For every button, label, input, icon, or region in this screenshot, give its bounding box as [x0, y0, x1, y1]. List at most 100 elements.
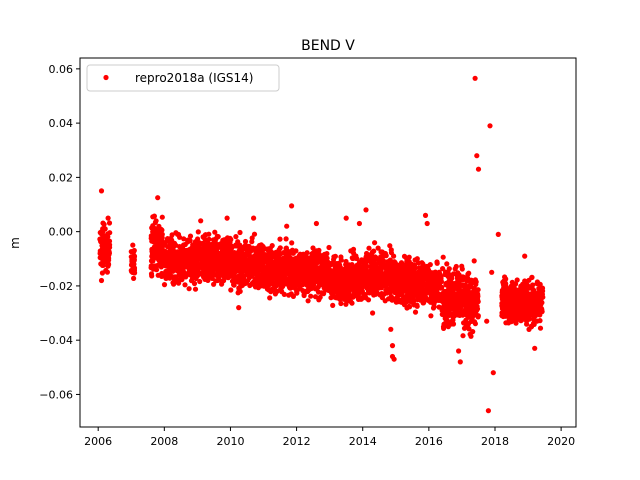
data-point — [131, 275, 137, 281]
data-point — [309, 251, 315, 257]
data-point — [284, 267, 290, 273]
data-point — [368, 259, 374, 265]
data-point — [150, 230, 156, 236]
data-point — [472, 75, 478, 81]
data-point — [397, 278, 403, 285]
data-point — [131, 247, 137, 254]
data-point — [213, 278, 219, 284]
data-point — [339, 271, 346, 278]
data-point — [280, 270, 286, 277]
data-point — [440, 254, 446, 260]
data-point — [343, 215, 349, 221]
data-point — [231, 282, 237, 288]
data-point — [356, 220, 362, 227]
legend-marker — [103, 74, 109, 81]
y-tick-label: 0.00 — [49, 226, 74, 239]
data-point — [228, 236, 234, 243]
data-point — [196, 261, 202, 268]
data-point — [531, 316, 537, 323]
data-point — [129, 268, 135, 275]
data-point — [219, 260, 226, 267]
data-point — [344, 298, 350, 304]
data-point — [107, 242, 113, 248]
data-point — [393, 299, 399, 305]
data-point — [415, 260, 421, 266]
data-point — [107, 230, 113, 236]
data-point — [306, 264, 312, 270]
data-point — [377, 271, 383, 277]
y-axis-label: m — [8, 237, 22, 249]
data-point — [280, 261, 286, 267]
data-point — [512, 312, 518, 318]
data-point — [369, 266, 375, 273]
data-point — [388, 326, 394, 332]
data-point — [181, 236, 187, 242]
data-point — [290, 293, 296, 299]
data-point — [427, 284, 433, 290]
data-point — [426, 298, 432, 304]
data-point — [455, 270, 461, 276]
data-point — [428, 272, 434, 278]
data-point — [508, 296, 514, 302]
data-point — [313, 258, 320, 264]
data-point — [130, 242, 136, 248]
data-point — [459, 266, 465, 272]
data-point — [181, 252, 187, 258]
data-point — [452, 305, 458, 311]
data-point — [455, 274, 461, 281]
data-point — [319, 265, 326, 272]
data-point — [500, 296, 506, 302]
data-point — [205, 256, 211, 262]
data-point — [255, 252, 261, 258]
data-point — [224, 215, 230, 221]
data-point — [380, 276, 386, 282]
data-point — [195, 267, 201, 273]
data-point — [489, 269, 495, 275]
data-point — [191, 280, 198, 287]
data-point — [290, 263, 296, 269]
data-point — [419, 269, 426, 276]
data-point — [247, 282, 253, 289]
data-point — [525, 308, 531, 314]
data-point — [341, 282, 347, 289]
data-point — [163, 272, 169, 278]
y-tick-label: 0.06 — [49, 63, 74, 76]
data-point — [528, 324, 534, 330]
y-tick-label: 0.02 — [49, 171, 74, 184]
data-point — [502, 282, 508, 288]
data-point — [276, 271, 282, 277]
data-point — [286, 250, 292, 256]
data-point — [529, 285, 535, 292]
data-point — [453, 263, 459, 270]
data-point — [276, 281, 282, 287]
data-point — [322, 251, 328, 257]
data-point — [490, 370, 496, 376]
data-point — [363, 207, 369, 213]
data-point — [432, 293, 439, 300]
data-point — [269, 258, 275, 265]
data-point — [322, 259, 328, 265]
data-point — [105, 256, 111, 262]
data-point — [460, 333, 466, 339]
y-tick-label: 0.04 — [49, 117, 74, 130]
data-point — [305, 260, 311, 266]
data-point — [254, 245, 260, 251]
data-point — [315, 284, 321, 290]
data-point — [201, 235, 207, 241]
data-point — [383, 253, 389, 259]
data-point — [396, 285, 403, 291]
data-point — [445, 289, 451, 295]
data-point — [250, 256, 257, 262]
data-point — [183, 263, 189, 269]
data-point — [503, 276, 509, 282]
data-point — [380, 282, 386, 288]
data-point — [426, 277, 432, 283]
data-point — [466, 326, 472, 332]
data-point — [464, 278, 470, 284]
data-point — [298, 266, 304, 272]
data-point — [97, 250, 103, 256]
data-point — [98, 188, 105, 194]
data-point — [459, 290, 465, 296]
data-point — [265, 272, 271, 278]
data-point — [475, 299, 481, 305]
